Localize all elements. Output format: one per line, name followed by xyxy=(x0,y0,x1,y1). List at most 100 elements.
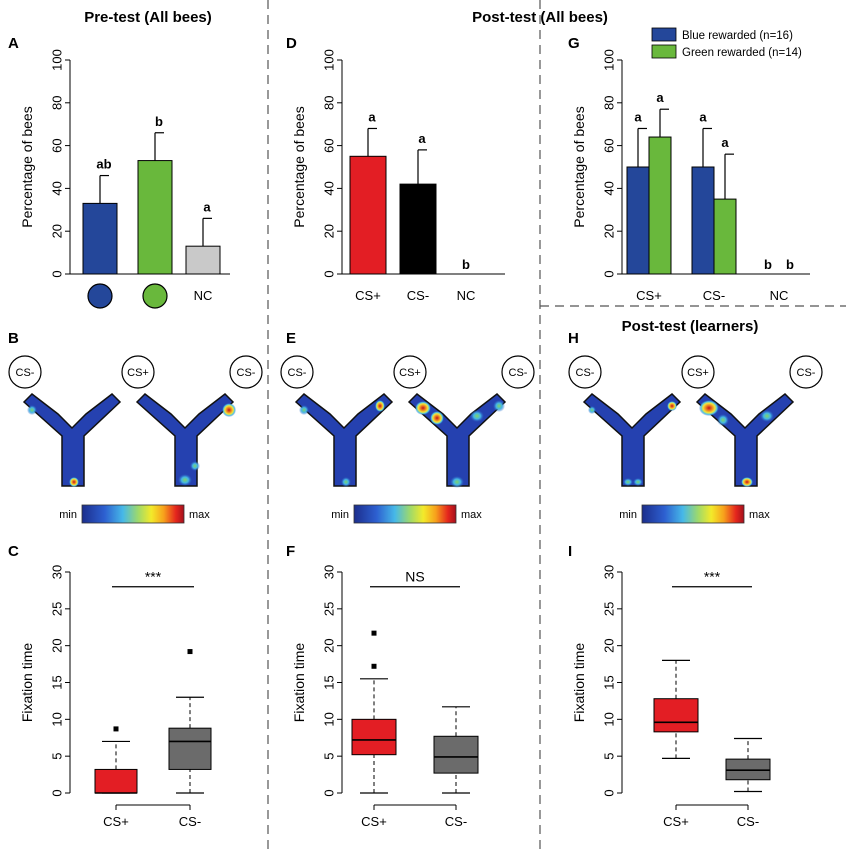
chart-c-y-tick-label: 15 xyxy=(49,675,64,689)
panel-label-d: D xyxy=(286,35,297,52)
heatmap-b-right-hotspot xyxy=(178,474,192,486)
panel-label-g: G xyxy=(568,35,580,52)
chart-c-y-tick-label: 5 xyxy=(49,753,64,760)
chart-f-y-tick-label: 15 xyxy=(321,675,336,689)
chart-f-outlier-point xyxy=(371,630,377,636)
heatmap-e-right-hotspot xyxy=(415,401,431,415)
chart-f-y-tick-label: 30 xyxy=(321,565,336,579)
chart-a-y-tick-label: 40 xyxy=(49,181,64,195)
chart-a-significance-label: a xyxy=(203,199,211,214)
legend-swatch-green xyxy=(651,44,677,59)
section-title-posttest: Post-test (All bees) xyxy=(472,9,608,26)
heatmap-b-color-scale xyxy=(81,504,185,524)
heatmap-h-right-hotspot xyxy=(760,410,774,422)
chart-d-significance-label: a xyxy=(418,131,426,146)
panel-label-e: E xyxy=(286,330,296,347)
chart-d-significance-label: b xyxy=(462,257,470,272)
panel-label-i: I xyxy=(568,543,572,560)
chart-g-y-axis-label: Percentage of bees xyxy=(571,106,587,227)
chart-f-y-tick-label: 5 xyxy=(321,753,336,760)
chart-d-y-axis-label: Percentage of bees xyxy=(291,106,307,227)
heatmap-e-scale-max-label: max xyxy=(461,509,482,521)
heatmap-panel-e: CS- CS+ CS-min max xyxy=(280,355,535,524)
blue-circle-icon xyxy=(87,283,113,309)
chart-i-y-tick-label: 30 xyxy=(601,565,616,579)
chart-i-category-label: CS- xyxy=(737,814,759,829)
heatmap-b-stimulus-circle xyxy=(229,355,263,389)
chart-c-y-tick-label: 30 xyxy=(49,565,64,579)
heatmap-b-left-hotspot xyxy=(69,477,79,487)
chart-i: 0 5 10 15 20 25 30 Fixation time CS+ CS- *** xyxy=(571,565,771,829)
heatmap-h-left-hotspot xyxy=(623,478,633,486)
section-title-pretest: Pre-test (All bees) xyxy=(84,9,212,26)
heatmap-e-right-hotspot xyxy=(470,410,484,422)
chart-f-y-tick-label: 0 xyxy=(321,789,336,796)
chart-i-category-label: CS+ xyxy=(663,814,689,829)
chart-a-bar xyxy=(185,245,221,275)
chart-d-category-label: CS+ xyxy=(355,288,381,303)
chart-g-significance-label: a xyxy=(634,109,642,124)
heatmap-b-scale-min-label: min xyxy=(59,509,77,521)
heatmap-e-right-hotspot xyxy=(493,400,505,412)
chart-c-y-tick-label: 10 xyxy=(49,712,64,726)
chart-f-category-label: CS+ xyxy=(361,814,387,829)
heatmap-h-scale-min-label: min xyxy=(619,509,637,521)
chart-c-significance-label: *** xyxy=(145,569,162,585)
chart-c-y-tick-label: 25 xyxy=(49,602,64,616)
heatmap-h-left-maze xyxy=(582,393,682,487)
chart-g-significance-label: a xyxy=(656,90,664,105)
chart-g-bar xyxy=(691,166,715,275)
heatmap-b-left-hotspot xyxy=(27,405,37,415)
chart-d-y-tick-label: 20 xyxy=(321,224,336,238)
chart-i-y-tick-label: 10 xyxy=(601,712,616,726)
heatmap-h-stimulus-circle xyxy=(568,355,602,389)
chart-g-category-label: CS- xyxy=(703,288,725,303)
chart-d-y-tick-label: 100 xyxy=(321,49,336,71)
chart-i-y-tick-label: 0 xyxy=(601,789,616,796)
heatmap-h-left-hotspot xyxy=(633,478,643,486)
chart-g-bar xyxy=(626,166,650,275)
chart-a-y-tick-label: 60 xyxy=(49,138,64,152)
chart-c-category-label: CS+ xyxy=(103,814,129,829)
heatmap-e-stimulus-label: CS- xyxy=(509,367,528,379)
heatmap-b-stimulus-label: CS- xyxy=(237,367,256,379)
chart-g-y-tick-label: 0 xyxy=(601,270,616,277)
heatmap-b-stimulus-circle xyxy=(121,355,155,389)
chart-g-category-label: CS+ xyxy=(636,288,662,303)
heatmap-e-left-maze xyxy=(294,393,394,487)
heatmap-e-stimulus-circle xyxy=(501,355,535,389)
chart-f: 0 5 10 15 20 25 30 Fixation time CS+ CS- NS xyxy=(291,565,479,829)
heatmap-h-left-hotspot xyxy=(667,401,677,411)
chart-c-box xyxy=(168,727,212,770)
panel-label-f: F xyxy=(286,543,295,560)
chart-a-y-tick-label: 100 xyxy=(49,49,64,71)
chart-i-significance-label: *** xyxy=(704,569,721,585)
heatmap-panel-b: CS- CS+ CS-min max xyxy=(8,355,263,524)
legend-label-green: Green rewarded (n=14) xyxy=(682,47,802,59)
heatmap-h-stimulus-label: CS+ xyxy=(687,367,709,379)
section-title-learners: Post-test (learners) xyxy=(622,318,759,335)
green-circle-icon xyxy=(142,283,168,309)
chart-a: 0 20 40 60 80 100 Percentage of bees ab b a NC xyxy=(19,49,230,309)
heatmap-b-right-maze xyxy=(135,393,235,487)
chart-g-y-tick-label: 60 xyxy=(601,138,616,152)
heatmap-e-left-hotspot xyxy=(299,405,309,415)
chart-d-bar xyxy=(399,183,437,275)
chart-d-y-tick-label: 40 xyxy=(321,181,336,195)
heatmap-e-stimulus-label: CS+ xyxy=(399,367,421,379)
heatmap-b-stimulus-label: CS+ xyxy=(127,367,149,379)
legend: Blue rewarded (n=16) Green rewarded (n=1… xyxy=(651,27,802,59)
chart-d-bar xyxy=(349,155,387,275)
chart-c-box xyxy=(94,768,138,794)
chart-a-bar xyxy=(82,202,118,275)
heatmap-h-right-hotspot xyxy=(741,477,753,487)
panel-label-a: A xyxy=(8,35,19,52)
chart-a-category-label: NC xyxy=(194,288,213,303)
heatmap-e-right-hotspot xyxy=(450,476,464,488)
chart-f-y-axis-label: Fixation time xyxy=(291,643,307,723)
heatmap-h-scale-max-label: max xyxy=(749,509,770,521)
chart-c-y-tick-label: 20 xyxy=(49,638,64,652)
heatmap-e-stimulus-circle xyxy=(280,355,314,389)
legend-swatch-blue xyxy=(651,27,677,42)
